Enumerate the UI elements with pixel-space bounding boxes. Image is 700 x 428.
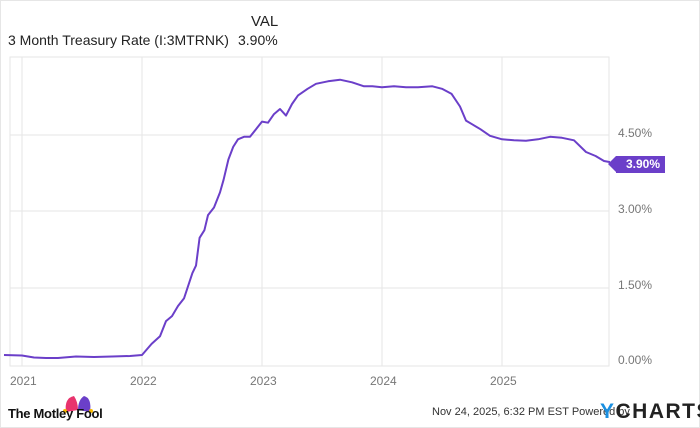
- ycharts-rest: CHARTS: [615, 400, 700, 423]
- y-tick-4-50: 4.50%: [618, 126, 653, 140]
- timestamp: Nov 24, 2025, 6:32 PM EST: [432, 406, 569, 418]
- y-tick-0-00: 0.00%: [618, 353, 653, 367]
- ycharts-logo: YCHARTS: [600, 400, 700, 424]
- y-tick-3-00: 3.00%: [618, 202, 653, 216]
- legend-header: VAL: [251, 13, 279, 30]
- x-tick-2025: 2025: [490, 374, 517, 388]
- legend-series-name: 3 Month Treasury Rate (I:3MTRNK): [8, 32, 229, 48]
- x-tick-2024: 2024: [370, 374, 397, 388]
- brand-name: The Motley Fool: [8, 406, 103, 421]
- ycharts-y: Y: [600, 400, 616, 423]
- x-tick-2022: 2022: [130, 374, 157, 388]
- x-tick-2023: 2023: [250, 374, 277, 388]
- powered-by-label: Powered by: [571, 406, 630, 418]
- current-value-badge: 3.90%: [607, 156, 666, 173]
- grid: [9, 56, 610, 367]
- legend-series-value: 3.90%: [238, 32, 278, 48]
- x-tick-2021: 2021: [10, 374, 37, 388]
- timestamp-powered-by: Nov 24, 2025, 6:32 PM EST Powered by: [432, 406, 630, 418]
- series-line: [3, 78, 611, 359]
- jester-hat-icon: [63, 396, 93, 413]
- y-tick-1-50: 1.50%: [618, 278, 653, 292]
